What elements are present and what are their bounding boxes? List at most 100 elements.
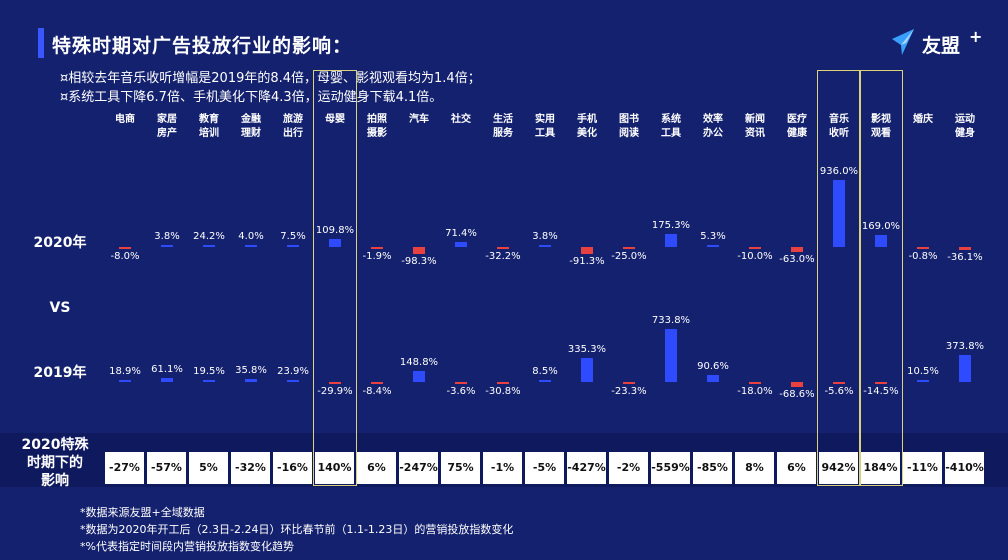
category-label: 教育 培训: [189, 113, 229, 141]
category-label: 生活 服务: [483, 113, 523, 141]
category-label-line: 教育: [199, 114, 219, 125]
category-label-line: 婚庆: [913, 114, 933, 125]
logo-plus: +: [969, 27, 983, 46]
impact-value: -2%: [609, 452, 648, 484]
bar-2020: [455, 241, 467, 247]
bar-2020: [329, 239, 341, 247]
row-label-2020: 2020年: [33, 235, 87, 251]
data-label-2020: -32.2%: [485, 251, 521, 263]
bar-2019: [875, 382, 887, 384]
data-label-2019: 335.3%: [567, 343, 607, 355]
bar-2020: [497, 247, 509, 250]
highlight-frame-18: [859, 70, 903, 486]
summary-note-2: ¤系统工具下降6.7倍、手机美化下降4.3倍，运动健身下载4.1倍。: [60, 90, 443, 105]
highlight-frame-17: [817, 70, 861, 486]
category-label-line: 拍照: [367, 114, 387, 125]
category-label-line: 社交: [451, 114, 471, 125]
category-label: 汽车: [399, 113, 439, 127]
bar-2019: [917, 380, 929, 382]
impact-value: 140%: [315, 452, 354, 484]
bar-2019: [665, 329, 677, 382]
bar-2020: [287, 245, 299, 247]
category-label-line: 健康: [787, 128, 807, 139]
category-label: 音乐 收听: [819, 113, 859, 141]
impact-value: 5%: [189, 452, 228, 484]
category-label-line: 电商: [115, 114, 135, 125]
umeng-logo: 友盟 +: [888, 25, 988, 59]
bar-2020: [581, 247, 593, 254]
impact-value: 75%: [441, 452, 480, 484]
data-label-2019: -18.0%: [737, 386, 773, 397]
data-label-2019: -23.3%: [611, 386, 647, 397]
category-label: 影视 观看: [861, 113, 901, 141]
category-label-line: 观看: [871, 128, 891, 139]
category-label: 拍照 摄影: [357, 113, 397, 141]
impact-value: 6%: [777, 452, 816, 484]
category-label-line: 理财: [241, 128, 261, 139]
impact-value: 184%: [861, 452, 900, 484]
data-label-2019: 10.5%: [907, 366, 939, 377]
category-label-line: 摄影: [367, 128, 387, 139]
bar-2020: [959, 247, 971, 250]
data-label-2020: 3.8%: [154, 231, 180, 242]
bar-2019: [707, 375, 719, 382]
data-label-2019: 373.8%: [945, 341, 985, 353]
bar-2019: [581, 357, 593, 382]
category-label: 运动 健身: [945, 113, 985, 141]
impact-value: -1%: [483, 452, 522, 484]
data-label-2019: 35.8%: [235, 365, 267, 377]
data-label-2020: -91.3%: [569, 255, 605, 267]
category-label: 图书 阅读: [609, 113, 649, 141]
impact-value: -27%: [105, 452, 144, 484]
data-label-2020: -63.0%: [779, 253, 815, 265]
data-label-2020: -8.0%: [110, 251, 140, 262]
category-label-line: 美化: [577, 128, 597, 139]
category-label: 社交: [441, 113, 481, 127]
data-label-2019: -5.6%: [824, 386, 854, 397]
data-label-2019: 8.5%: [532, 366, 558, 377]
bar-2019: [413, 371, 425, 382]
page-title: 特殊时期对广告投放行业的影响：: [52, 35, 353, 57]
bar-2019: [455, 382, 467, 384]
category-label-line: 培训: [199, 128, 219, 139]
bar-2019: [791, 382, 803, 387]
bar-2019: [749, 382, 761, 384]
category-label: 系统 工具: [651, 113, 691, 141]
bar-2019: [329, 382, 341, 385]
bar-2019: [959, 355, 971, 382]
category-label-line: 办公: [703, 128, 723, 139]
category-label-line: 系统: [661, 114, 681, 125]
bar-2019: [833, 382, 845, 384]
category-label-line: 生活: [493, 114, 513, 125]
impact-value: -410%: [945, 452, 984, 484]
category-label-line: 工具: [535, 128, 555, 139]
category-label: 医疗 健康: [777, 113, 817, 141]
bar-2020: [539, 245, 551, 247]
category-label-line: 医疗: [787, 114, 807, 125]
footnote-period: *数据为2020年开工后（2.3日-2.24日）环比春节前（1.1-1.23日）…: [80, 523, 514, 536]
impact-value: 6%: [357, 452, 396, 484]
category-label-line: 资讯: [745, 128, 765, 139]
category-label: 效率 办公: [693, 113, 733, 141]
category-label-line: 房产: [157, 128, 177, 139]
data-label-2020: -25.0%: [611, 251, 647, 262]
data-label-2020: 4.0%: [238, 231, 264, 242]
data-label-2020: 7.5%: [280, 231, 306, 242]
data-label-2019: -3.6%: [446, 386, 476, 397]
bar-2019: [623, 382, 635, 384]
data-label-2020: -98.3%: [401, 256, 437, 268]
data-label-2020: -10.0%: [737, 251, 773, 262]
data-label-2019: -68.6%: [779, 388, 815, 400]
data-label-2020: 24.2%: [193, 231, 225, 242]
bar-2020: [623, 247, 635, 249]
logo-text: 友盟: [922, 35, 961, 57]
impact-value: -16%: [273, 452, 312, 484]
data-label-2019: -14.5%: [863, 386, 899, 397]
bar-2020: [245, 245, 257, 247]
category-label-line: 旅游: [283, 114, 303, 125]
bar-2020: [749, 247, 761, 249]
impact-value: -85%: [693, 452, 732, 484]
data-label-2019: -29.9%: [317, 386, 353, 398]
data-label-2019: 23.9%: [277, 366, 309, 377]
impact-label-line-2: 时期下的: [27, 455, 83, 471]
